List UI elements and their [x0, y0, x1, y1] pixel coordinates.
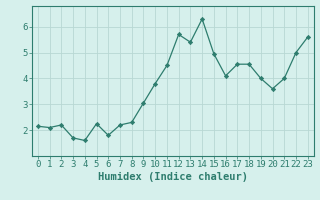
X-axis label: Humidex (Indice chaleur): Humidex (Indice chaleur): [98, 172, 248, 182]
